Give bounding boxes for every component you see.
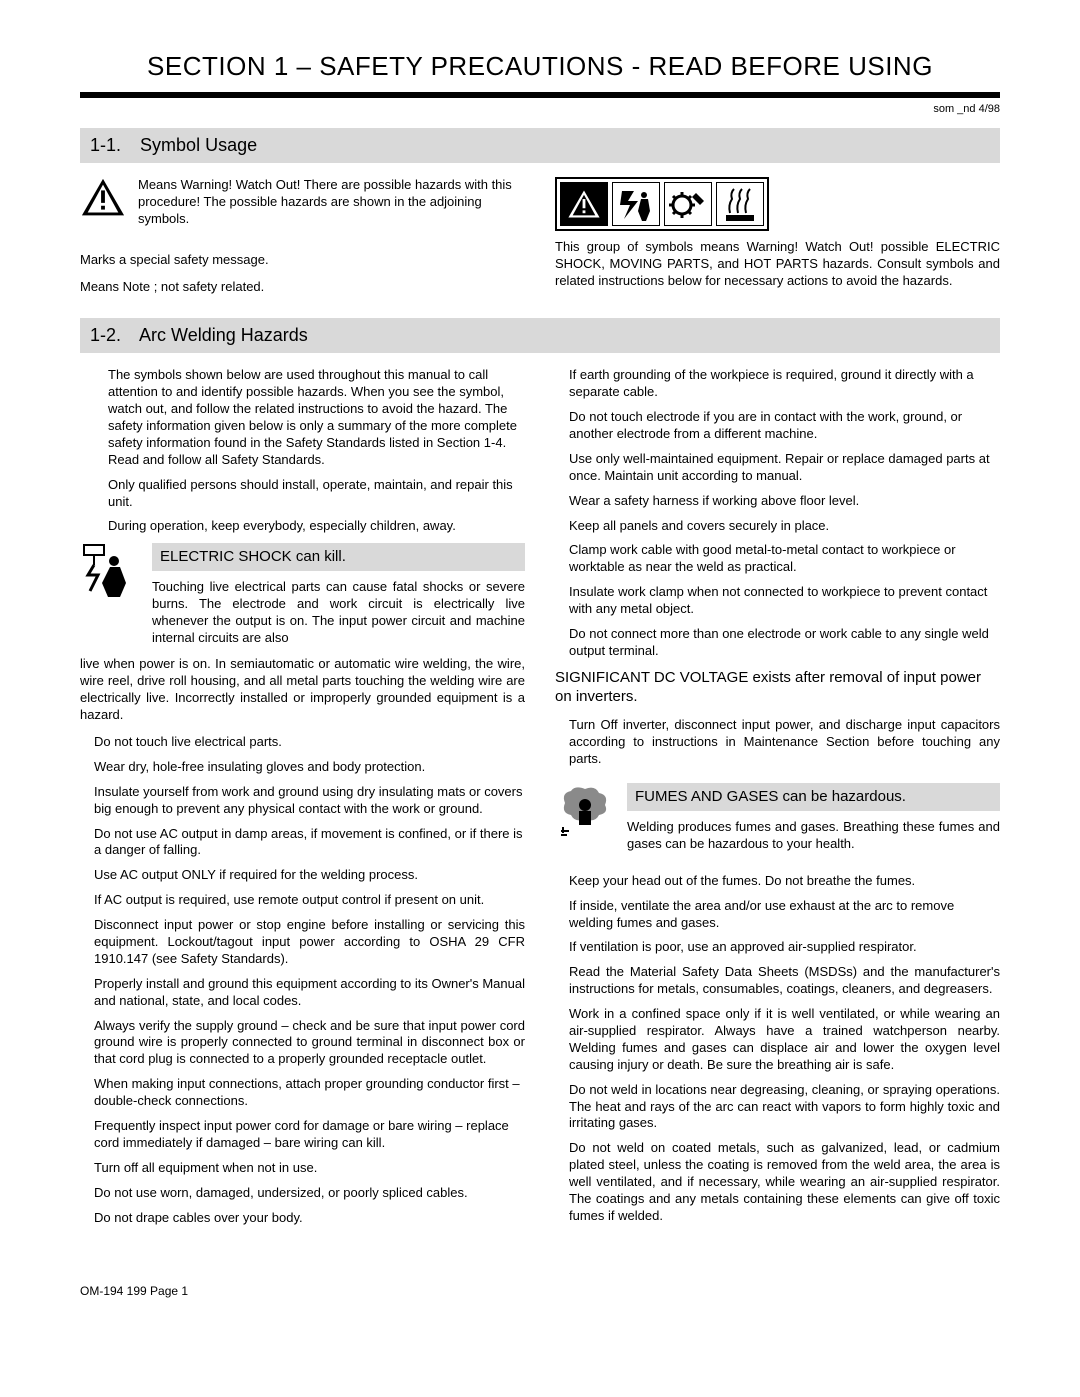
list-item: Keep all panels and covers securely in p… [569, 518, 1000, 535]
marks-text: Marks a special safety message. [80, 252, 525, 269]
subheader-1-2: 1-2. Arc Welding Hazards [80, 318, 1000, 353]
fumes-header: FUMES AND GASES can be hazardous. [627, 783, 1000, 811]
section-title: SECTION 1 – SAFETY PRECAUTIONS - READ BE… [80, 50, 1000, 98]
arc-hazards-row: The symbols shown below are used through… [80, 367, 1000, 1234]
list-item: Keep your head out of the fumes. Do not … [569, 873, 1000, 890]
list-item: If AC output is required, use remote out… [94, 892, 525, 909]
page-footer: OM-194 199 Page 1 [80, 1284, 1000, 1300]
arc-intro-p2: Only qualified persons should install, o… [108, 477, 525, 511]
arc-intro-p1: The symbols shown below are used through… [108, 367, 525, 468]
dc-voltage-header: SIGNIFICANT DC VOLTAGE exists after remo… [555, 668, 1000, 707]
list-item: Always verify the supply ground – check … [94, 1018, 525, 1069]
electric-shock-block: ELECTRIC SHOCK can kill. Touching live e… [80, 543, 525, 656]
fumes-lead: Welding produces fumes and gases. Breath… [627, 819, 1000, 853]
electric-shock-person-icon [80, 543, 142, 601]
list-item: Properly install and ground this equipme… [94, 976, 525, 1010]
subheader-title: Symbol Usage [140, 135, 257, 155]
list-item: Use only well-maintained equipment. Repa… [569, 451, 1000, 485]
moving-parts-icon [664, 182, 712, 226]
list-item: Do not connect more than one electrode o… [569, 626, 1000, 660]
list-item: Do not use AC output in damp areas, if m… [94, 826, 525, 860]
electric-lead: Touching live electrical parts can cause… [152, 579, 525, 647]
list-item: Do not touch electrode if you are in con… [569, 409, 1000, 443]
list-item: Insulate work clamp when not connected t… [569, 584, 1000, 618]
fumes-block: FUMES AND GASES can be hazardous. Weldin… [555, 783, 1000, 862]
list-item: Clamp work cable with good metal-to-meta… [569, 542, 1000, 576]
list-item: Frequently inspect input power cord for … [94, 1118, 525, 1152]
subheader-title: Arc Welding Hazards [139, 325, 308, 345]
list-item: Work in a confined space only if it is w… [569, 1006, 1000, 1074]
list-item: Insulate yourself from work and ground u… [94, 784, 525, 818]
doc-code: som _nd 4/98 [80, 102, 1000, 116]
warning-triangle-small-icon [560, 182, 608, 226]
symbol-group [555, 177, 769, 231]
symbol-group-caption: This group of symbols means Warning! Wat… [555, 239, 1000, 290]
list-item: Use AC output ONLY if required for the w… [94, 867, 525, 884]
fumes-icon [555, 783, 617, 841]
list-item: Wear dry, hole-free insulating gloves an… [94, 759, 525, 776]
electric-items: Do not touch live electrical parts. Wear… [80, 734, 525, 1226]
subheader-num: 1-1. [90, 135, 121, 155]
list-item: Do not use worn, damaged, undersized, or… [94, 1185, 525, 1202]
list-item: If ventilation is poor, use an approved … [569, 939, 1000, 956]
note-text: Means Note ; not safety related. [80, 279, 525, 296]
list-item: Do not drape cables over your body. [94, 1210, 525, 1227]
symbol-usage-row: Means Warning! Watch Out! There are poss… [80, 177, 1000, 305]
list-item: Turn off all equipment when not in use. [94, 1160, 525, 1177]
list-item: Do not touch live electrical parts. [94, 734, 525, 751]
subheader-num: 1-2. [90, 325, 121, 345]
list-item: Read the Material Safety Data Sheets (MS… [569, 964, 1000, 998]
right-items: If earth grounding of the workpiece is r… [555, 367, 1000, 659]
subheader-1-1: 1-1. Symbol Usage [80, 128, 1000, 163]
electric-shock-header: ELECTRIC SHOCK can kill. [152, 543, 525, 571]
hot-parts-icon [716, 182, 764, 226]
list-item: Disconnect input power or stop engine be… [94, 917, 525, 968]
list-item: Do not weld on coated metals, such as ga… [569, 1140, 1000, 1224]
electric-lead2: live when power is on. In semiautomatic … [80, 656, 525, 724]
warning-triangle-icon [80, 177, 126, 217]
list-item: Do not weld in locations near degreasing… [569, 1082, 1000, 1133]
list-item: If earth grounding of the workpiece is r… [569, 367, 1000, 401]
list-item: When making input connections, attach pr… [94, 1076, 525, 1110]
list-item: If inside, ventilate the area and/or use… [569, 898, 1000, 932]
dc-voltage-text: Turn Off inverter, disconnect input powe… [569, 717, 1000, 768]
warning-text: Means Warning! Watch Out! There are poss… [138, 177, 525, 228]
fumes-items: Keep your head out of the fumes. Do not … [555, 873, 1000, 1225]
list-item: Wear a safety harness if working above f… [569, 493, 1000, 510]
electric-shock-icon [612, 182, 660, 226]
arc-intro-p3: During operation, keep everybody, especi… [108, 518, 525, 535]
